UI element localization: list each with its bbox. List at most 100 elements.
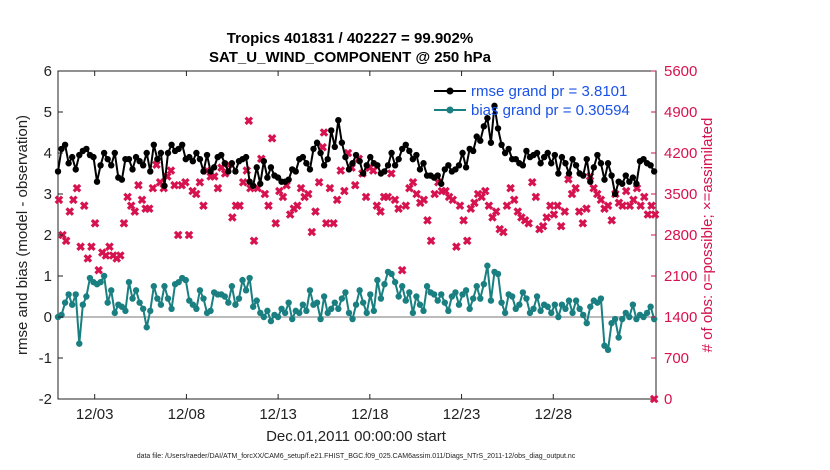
bias-point [72,291,79,298]
bias-point [193,305,200,312]
obs-marker [426,236,436,246]
obs-marker [361,192,371,202]
bias-point [345,309,353,317]
bias-point [509,293,516,300]
bias-point [469,295,477,302]
bias-point [111,309,118,317]
obs-marker [383,192,393,202]
rmse-point [147,168,154,175]
obs-marker [275,186,284,196]
rmse-point [335,117,342,124]
bias-point [548,309,555,317]
y-tick-label-left: -2 [39,391,52,408]
rmse-point [65,160,72,167]
rmse-point [572,162,580,169]
obs-marker [318,142,327,152]
rmse-point [359,170,367,177]
bias-point [391,278,399,286]
rmse-point [61,141,69,148]
rmse-point [196,155,204,163]
rmse-point [242,153,250,161]
obs-marker [647,201,656,211]
bias-point [462,287,470,294]
rmse-point [168,141,175,148]
obs-marker [264,201,273,211]
obs-marker [571,183,580,193]
x-tick-label: 12/08 [168,406,206,423]
bias-point [299,301,307,308]
obs-marker [325,183,335,193]
obs-marker [405,183,414,193]
obs-marker [419,195,429,205]
rmse-point [498,141,505,148]
bias-point [587,303,594,310]
axes: -2 -1 0 1 2 3 4 5 6 0 700 1400 2100 2800 3500 4200 4900 5… [39,63,698,423]
legend-rmse-text: rmse grand pr = 3.8101 [471,83,627,100]
bias-point [377,295,385,302]
rmse-point [601,176,608,183]
obs-marker [209,172,219,181]
bias-point [303,307,310,315]
obs-marker [65,207,75,216]
bias-point [221,293,228,300]
obs-marker [340,186,349,196]
obs-marker [488,213,497,222]
obs-marker [477,192,486,202]
rmse-point [619,180,626,187]
bias-point [487,297,495,304]
bias-point [551,301,559,308]
obs-marker [636,201,645,211]
obs-marker [321,218,331,228]
obs-marker [412,189,421,199]
bias-point [445,307,452,315]
bias-point [629,301,637,308]
rmse-point [285,176,292,183]
rmse-point [565,170,573,177]
rmse-point [544,149,551,157]
obs-marker [484,201,494,211]
obs-marker [618,201,627,211]
bias-point [498,299,505,306]
rmse-point [125,155,133,163]
bias-point [533,293,541,300]
rmse-point [633,180,640,187]
obs-marker [589,183,598,193]
obs-marker [368,166,378,175]
rmse-point [253,164,260,171]
rmse-point [579,172,587,179]
obs-marker [350,180,360,190]
bias-point [643,309,651,317]
rmse-point [324,155,331,163]
rmse-point [548,160,555,167]
bias-point [289,315,296,323]
bias-point [68,301,76,308]
bias-point [455,301,463,308]
bias-point [399,283,406,290]
obs-marker [184,230,194,240]
rmse-point [345,166,353,173]
bias-point [132,287,140,294]
rmse-point [218,151,225,159]
bias-point [281,309,289,317]
rmse-point [381,168,388,175]
rmse-point [611,190,619,198]
rmse-point [221,160,228,167]
bias-point [583,319,590,327]
bias-series [54,262,658,353]
bias-point [413,293,420,300]
rmse-point [413,151,420,159]
obs-marker [448,195,458,205]
y-tick-label-right: 1400 [664,309,697,326]
rmse-point [469,147,477,155]
bias-point [423,283,431,290]
bias-point [313,299,321,306]
rmse-point [519,162,527,169]
bias-point [438,291,445,298]
rmse-point [462,164,470,171]
bias-point [338,295,346,302]
rmse-point [157,149,165,157]
bias-point [274,313,282,321]
rmse-point [356,158,363,165]
obs-marker [466,204,476,213]
obs-marker [105,242,114,252]
